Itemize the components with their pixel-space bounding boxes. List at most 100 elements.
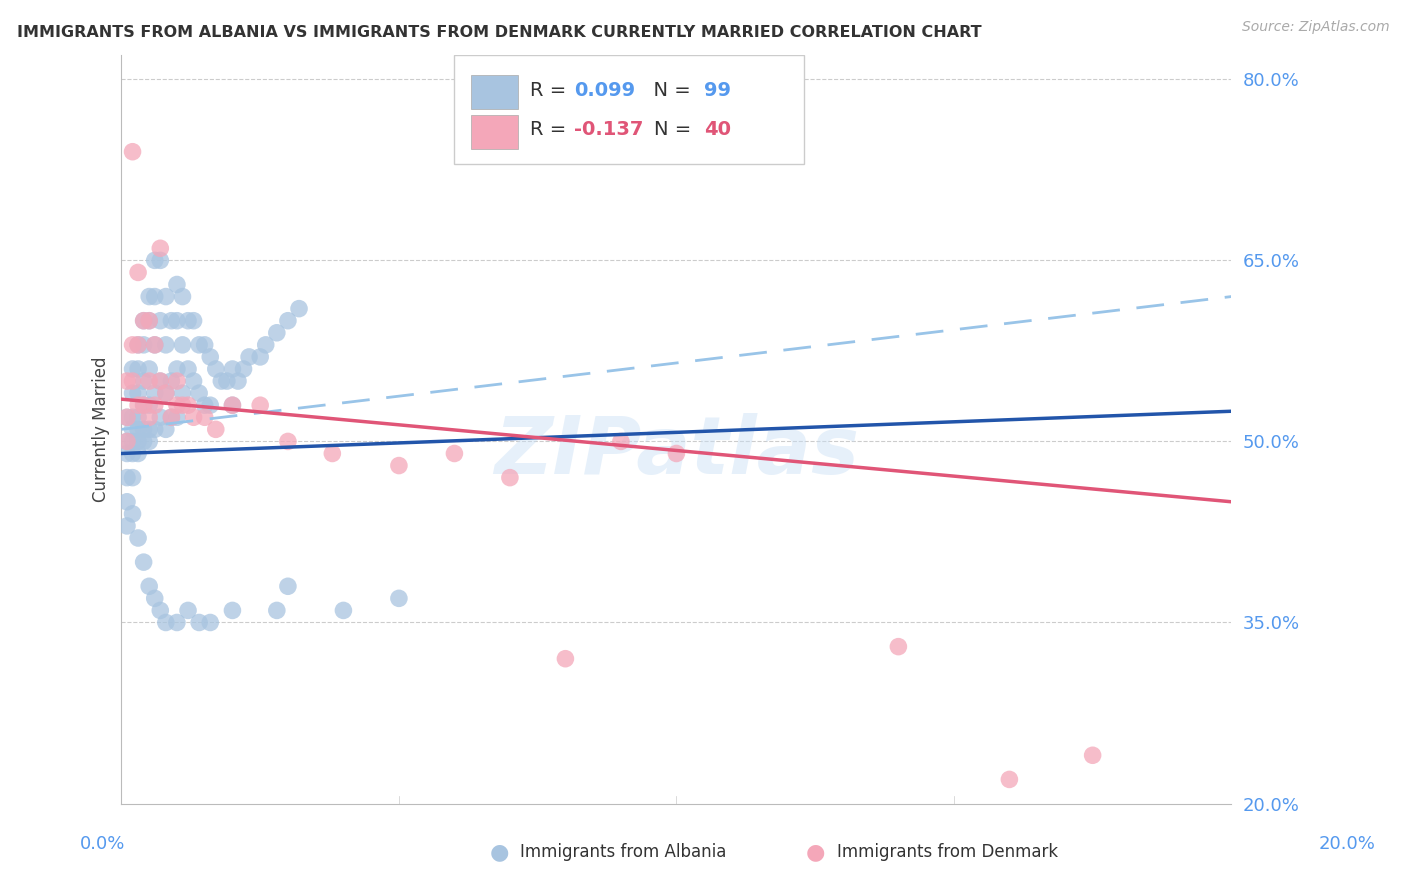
Point [138, 398, 160, 412]
Point [188, 615, 211, 630]
Point [388, 591, 411, 606]
Point [138, 289, 160, 303]
Text: 20.0%: 20.0% [1319, 835, 1375, 853]
Point [166, 374, 188, 388]
Point [138, 579, 160, 593]
Point [443, 446, 465, 460]
Point [132, 398, 155, 412]
Point [266, 603, 288, 617]
Point [166, 615, 188, 630]
Point [166, 314, 188, 328]
Point [115, 446, 138, 460]
Point [166, 362, 188, 376]
Point [232, 362, 254, 376]
Point [121, 145, 143, 159]
FancyBboxPatch shape [471, 75, 517, 109]
Point [194, 338, 217, 352]
Point [132, 338, 155, 352]
Point [221, 398, 243, 412]
Point [209, 374, 232, 388]
Text: R =: R = [530, 81, 572, 100]
Point [277, 579, 299, 593]
Point [127, 434, 149, 449]
Point [138, 434, 160, 449]
Point [132, 555, 155, 569]
Point [1081, 748, 1104, 763]
Point [127, 338, 149, 352]
Point [155, 386, 177, 401]
Point [221, 603, 243, 617]
Point [183, 314, 205, 328]
Point [254, 338, 277, 352]
Point [266, 326, 288, 340]
Point [121, 470, 143, 484]
Point [155, 615, 177, 630]
Point [215, 374, 238, 388]
Point [138, 314, 160, 328]
Point [177, 314, 200, 328]
Point [143, 422, 166, 436]
Point [121, 410, 143, 425]
Point [221, 398, 243, 412]
Point [998, 772, 1021, 787]
Point [249, 350, 271, 364]
Point [177, 362, 200, 376]
Text: N =: N = [641, 81, 697, 100]
Point [183, 410, 205, 425]
Point [115, 410, 138, 425]
Point [149, 241, 172, 255]
Point [160, 314, 183, 328]
Point [127, 398, 149, 412]
Point [143, 338, 166, 352]
Point [160, 410, 183, 425]
Point [115, 495, 138, 509]
Point [143, 386, 166, 401]
Point [143, 289, 166, 303]
Point [143, 253, 166, 268]
FancyBboxPatch shape [454, 55, 804, 163]
Point [138, 422, 160, 436]
Text: 40: 40 [704, 120, 731, 139]
Point [499, 470, 522, 484]
Point [149, 410, 172, 425]
Point [121, 434, 143, 449]
Text: 0.0%: 0.0% [80, 835, 125, 853]
Point [204, 362, 226, 376]
Point [127, 338, 149, 352]
Point [149, 253, 172, 268]
Point [610, 434, 633, 449]
Point [166, 410, 188, 425]
Point [121, 422, 143, 436]
Point [226, 374, 249, 388]
Point [277, 434, 299, 449]
Point [149, 374, 172, 388]
Point [138, 410, 160, 425]
Point [121, 338, 143, 352]
Point [183, 374, 205, 388]
Text: 0.099: 0.099 [574, 81, 636, 100]
Point [194, 410, 217, 425]
Point [127, 531, 149, 545]
Point [204, 422, 226, 436]
Point [277, 314, 299, 328]
Text: Immigrants from Albania: Immigrants from Albania [520, 843, 727, 861]
Point [115, 410, 138, 425]
Point [143, 591, 166, 606]
Text: IMMIGRANTS FROM ALBANIA VS IMMIGRANTS FROM DENMARK CURRENTLY MARRIED CORRELATION: IMMIGRANTS FROM ALBANIA VS IMMIGRANTS FR… [17, 25, 981, 40]
Point [127, 265, 149, 279]
Text: ●: ● [806, 842, 825, 862]
Point [132, 314, 155, 328]
Point [166, 398, 188, 412]
Point [288, 301, 311, 316]
Point [188, 338, 211, 352]
FancyBboxPatch shape [471, 115, 517, 149]
Point [127, 410, 149, 425]
Point [172, 338, 194, 352]
Text: N =: N = [654, 120, 697, 139]
Point [332, 603, 354, 617]
Point [138, 374, 160, 388]
Text: ●: ● [489, 842, 509, 862]
Point [249, 398, 271, 412]
Point [194, 398, 217, 412]
Point [121, 446, 143, 460]
